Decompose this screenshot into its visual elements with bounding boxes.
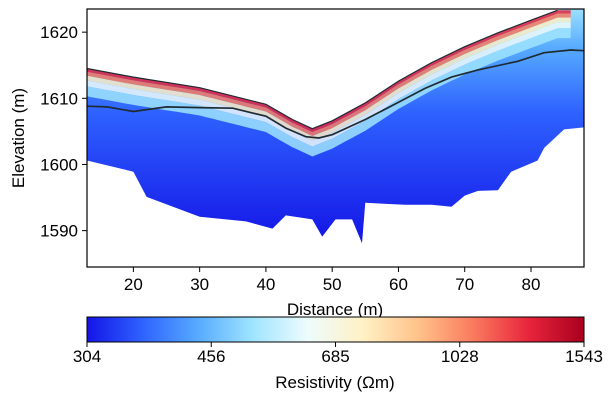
colorbar-tick-label: 1543 [565,347,603,366]
x-axis: 20 30 40 50 60 70 80 [124,267,541,294]
colorbar-tick-label: 685 [321,347,349,366]
colorbar-tick-label: 456 [197,347,225,366]
x-tick-label: 40 [256,275,275,294]
plot-frame [86,8,585,268]
x-tick-label: 20 [124,275,143,294]
x-tick-label: 50 [323,275,342,294]
y-axis-label: Elevation (m) [9,88,28,188]
colorbar-tick-label: 1028 [441,347,479,366]
x-tick-label: 30 [190,275,209,294]
colorbar-tick-label: 304 [73,347,101,366]
y-tick-label: 1610 [40,89,78,108]
x-tick-label: 80 [522,275,541,294]
colorbar-ticks: 304 456 685 1028 1543 [73,342,603,366]
plot-area [87,9,584,244]
y-tick-label: 1600 [40,155,78,174]
x-tick-label: 60 [389,275,408,294]
y-tick-label: 1620 [40,23,78,42]
y-axis: 1590 1600 1610 1620 [40,23,87,241]
colorbar-label: Resistivity (Ωm) [275,373,394,392]
y-tick-label: 1590 [40,222,78,241]
x-tick-label: 70 [455,275,474,294]
ground-surface-line [87,9,558,130]
depth-of-investigation-line [87,49,584,139]
x-axis-label: Distance (m) [287,300,383,319]
colorbar [86,316,585,343]
